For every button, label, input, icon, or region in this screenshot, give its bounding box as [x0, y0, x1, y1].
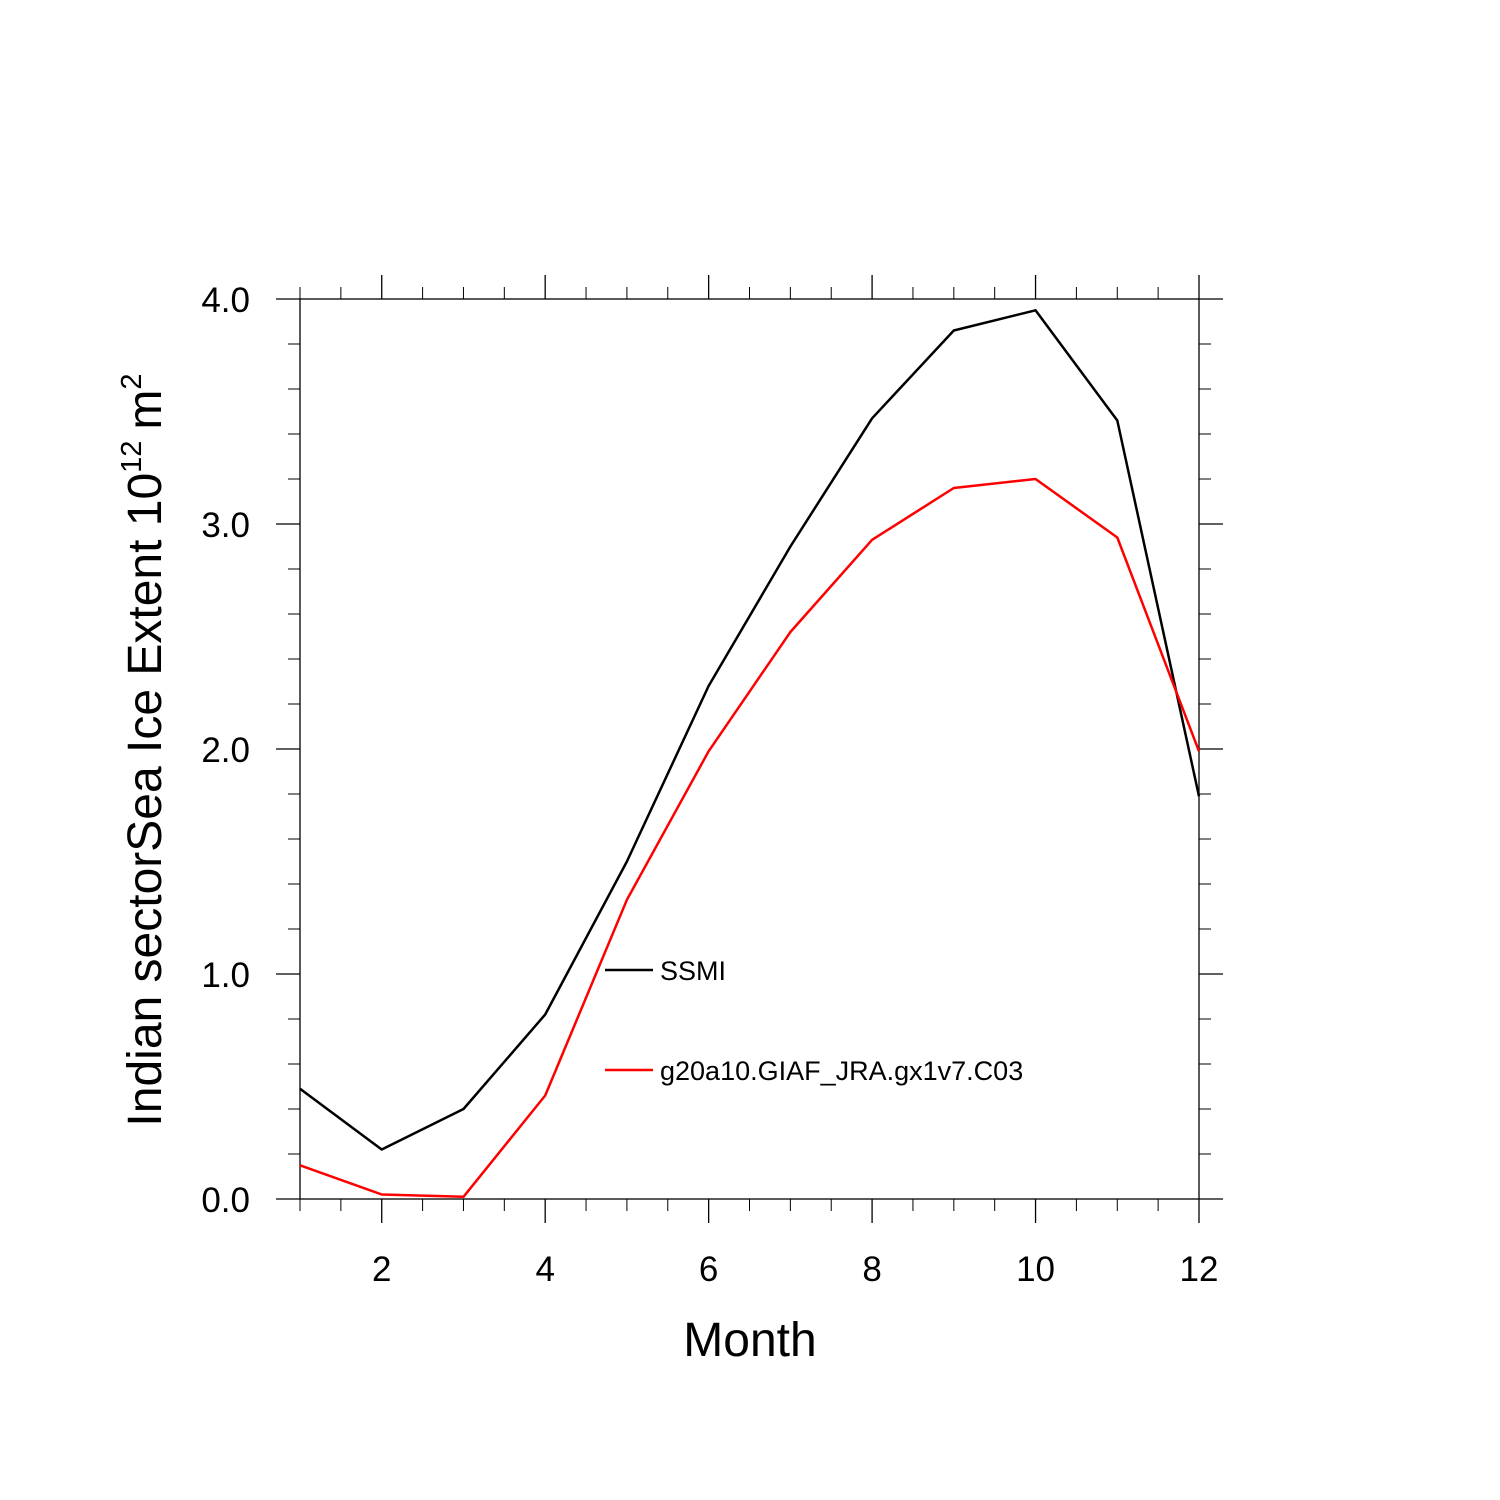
major-ticks — [276, 275, 1223, 1223]
x-tick-label: 2 — [372, 1250, 391, 1289]
series-line-0 — [299, 309, 1201, 1151]
y-axis-title-unit-exponent: 2 — [116, 373, 148, 389]
minor-ticks — [288, 287, 1211, 1211]
legend: SSMI g20a10.GIAF_JRA.gx1v7.C03 — [605, 956, 1023, 1086]
y-tick-label: 3.0 — [201, 506, 250, 545]
y-tick-label: 4.0 — [201, 281, 250, 320]
x-tick-label: 10 — [1016, 1250, 1055, 1289]
y-axis-title: Indian sectorSea Ice Extent 1012 m2 — [116, 373, 172, 1126]
y-axis-title-exponent: 12 — [116, 441, 148, 473]
y-axis-title-main: Indian sectorSea Ice Extent 10 — [119, 473, 172, 1127]
legend-label-ssmi: SSMI — [660, 956, 726, 986]
y-axis-title-unit: m — [119, 390, 172, 430]
x-tick-label: 12 — [1180, 1250, 1219, 1289]
series-line-1 — [299, 477, 1201, 1199]
x-tick-labels: 2 4 6 8 10 12 — [372, 1250, 1218, 1289]
x-tick-label: 6 — [699, 1250, 718, 1289]
legend-label-model: g20a10.GIAF_JRA.gx1v7.C03 — [660, 1056, 1023, 1086]
y-tick-label: 0.0 — [201, 1181, 250, 1220]
series-layer — [299, 309, 1201, 1199]
x-tick-label: 8 — [862, 1250, 881, 1289]
x-axis-title: Month — [683, 1314, 816, 1367]
x-tick-label: 4 — [535, 1250, 554, 1289]
y-tick-label: 2.0 — [201, 731, 250, 770]
y-tick-labels: 0.0 1.0 2.0 3.0 4.0 — [201, 281, 250, 1220]
y-tick-label: 1.0 — [201, 956, 250, 995]
